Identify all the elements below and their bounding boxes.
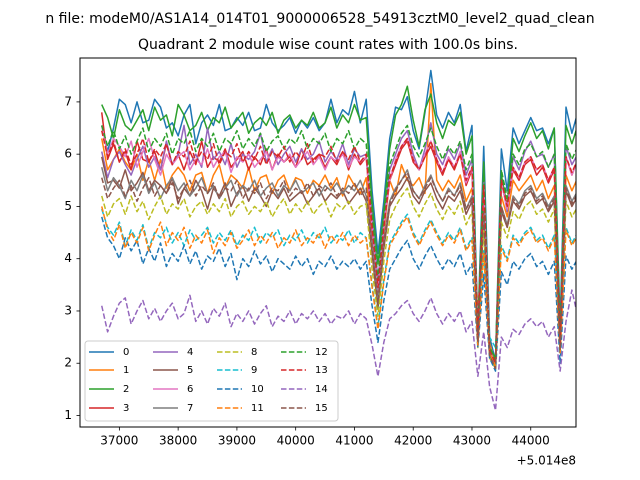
legend-label-1: 1 bbox=[123, 365, 129, 376]
axes-frame bbox=[79, 57, 577, 428]
x-tick-label: 43000 bbox=[453, 434, 491, 448]
x-tick-label: 37000 bbox=[100, 434, 138, 448]
legend-label-14: 14 bbox=[315, 384, 328, 395]
legend-label-4: 4 bbox=[187, 347, 193, 358]
x-offset-label: +5.014e8 bbox=[517, 454, 576, 468]
legend-label-13: 13 bbox=[315, 365, 328, 376]
series-12-line bbox=[101, 124, 576, 362]
legend-label-5: 5 bbox=[187, 365, 193, 376]
x-tick-label: 38000 bbox=[159, 434, 197, 448]
legend-label-7: 7 bbox=[187, 403, 193, 414]
legend-label-10: 10 bbox=[251, 384, 264, 395]
legend-label-2: 2 bbox=[123, 384, 129, 395]
legend-label-0: 0 bbox=[123, 347, 129, 358]
y-tick-label: 6 bbox=[64, 147, 72, 161]
x-tick-label: 40000 bbox=[277, 434, 315, 448]
legend-label-8: 8 bbox=[251, 347, 257, 358]
legend-frame bbox=[84, 340, 339, 422]
series-14-line bbox=[101, 289, 576, 412]
x-tick-label: 44000 bbox=[512, 434, 550, 448]
series-8-line bbox=[101, 187, 576, 370]
legend-label-6: 6 bbox=[187, 384, 193, 395]
series-13-line bbox=[101, 130, 576, 364]
y-tick-label: 3 bbox=[64, 303, 72, 317]
axis-ticks: 37000 38000 39000 40000 41000 42000 43000 44000… bbox=[64, 94, 549, 447]
chart-title: Quadrant 2 module wise count rates with … bbox=[138, 37, 518, 53]
series-1-line bbox=[101, 82, 576, 367]
legend-label-3: 3 bbox=[123, 403, 129, 414]
x-tick-label: 42000 bbox=[394, 434, 432, 448]
figure-suptitle: n file: modeM0/AS1A14_014T01_9000006528_… bbox=[45, 11, 594, 27]
series-10-line bbox=[101, 216, 576, 372]
series-15-line bbox=[101, 171, 576, 370]
legend-label-11: 11 bbox=[251, 403, 264, 414]
y-tick-label: 1 bbox=[64, 408, 72, 422]
y-tick-label: 2 bbox=[64, 356, 72, 370]
y-tick-label: 7 bbox=[64, 94, 72, 108]
plot-area bbox=[100, 69, 576, 412]
series-7-line bbox=[101, 167, 576, 367]
y-tick-label: 4 bbox=[64, 251, 72, 265]
legend-label-9: 9 bbox=[251, 365, 257, 376]
series-11-line bbox=[101, 206, 576, 367]
series-4-line bbox=[101, 122, 576, 370]
x-tick-label: 41000 bbox=[335, 434, 373, 448]
series-2-line bbox=[101, 85, 576, 359]
y-tick-label: 5 bbox=[64, 199, 72, 213]
legend-label-12: 12 bbox=[315, 347, 328, 358]
legend-label-15: 15 bbox=[315, 403, 328, 414]
x-tick-label: 39000 bbox=[218, 434, 256, 448]
